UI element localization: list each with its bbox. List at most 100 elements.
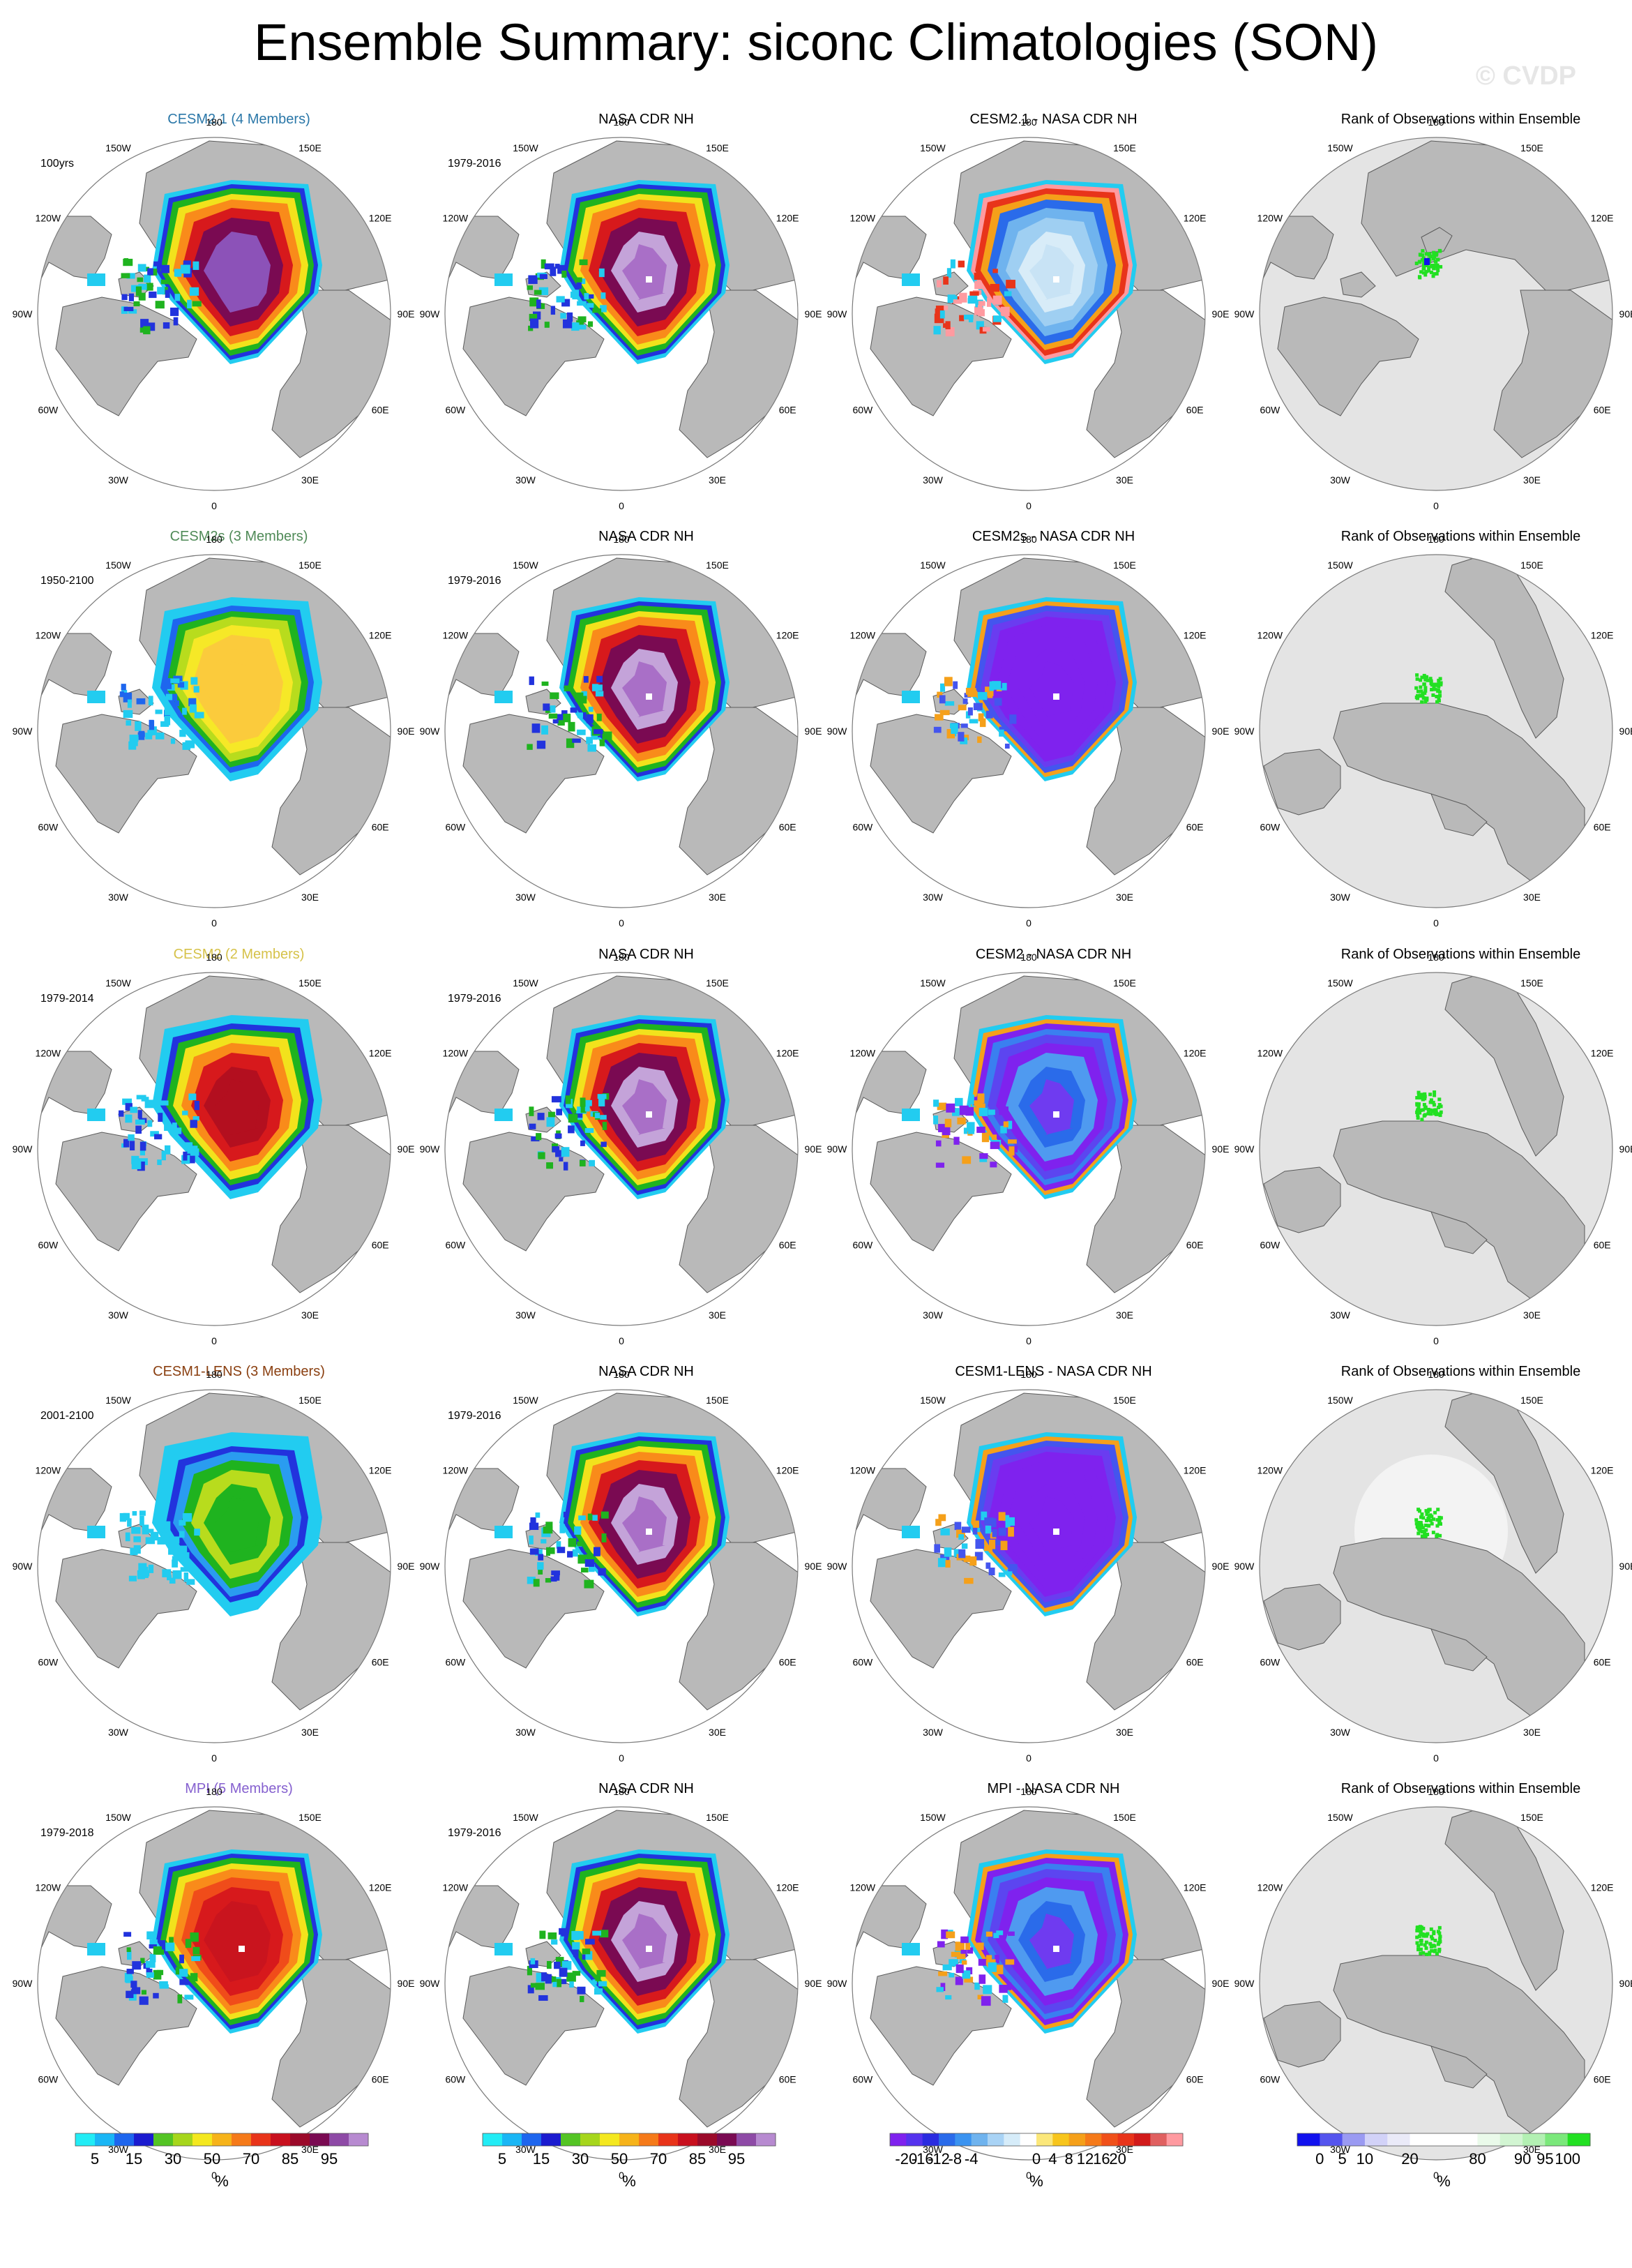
landmass [1430, 1628, 1488, 1672]
ice-cell [946, 1103, 955, 1113]
ice-cell [974, 1982, 980, 1990]
ice-cell [150, 1531, 159, 1541]
sea-ice-field [87, 180, 322, 364]
ice-cell [559, 1928, 568, 1935]
rank-cell [1419, 689, 1423, 693]
ice-cell [187, 299, 192, 309]
longitude-label: 0 [1026, 917, 1032, 929]
pole-hole [1053, 1111, 1059, 1118]
rank-cell [1430, 1522, 1434, 1526]
longitude-label: 0 [1026, 500, 1032, 511]
ice-cell [126, 1976, 133, 1983]
longitude-label: 120E [369, 630, 392, 641]
colorbar-tick-label: 5 [498, 2150, 506, 2168]
rank-cell [1422, 1933, 1426, 1937]
ice-cell [145, 733, 153, 739]
ice-cell [146, 322, 156, 331]
rank-cell [1415, 1928, 1419, 1932]
colorbar-swatch [678, 2133, 698, 2146]
page-title: Ensemble Summary: siconc Climatologies (… [253, 13, 1379, 71]
ice-cell [940, 1983, 946, 1991]
rank-cell [1420, 1524, 1424, 1528]
rank-cell [1416, 1508, 1421, 1512]
ice-cell [942, 1127, 951, 1136]
ice-cell [169, 1577, 176, 1584]
ice-cell [536, 1972, 545, 1983]
longitude-label: 90W [420, 1978, 441, 1989]
longitude-label: 150E [1520, 142, 1543, 153]
rank-cell [1434, 683, 1438, 687]
rank-cell [1414, 1522, 1419, 1526]
ice-cell [527, 285, 533, 290]
panel-title: CESM1-LENS (3 Members) [153, 1364, 325, 1379]
longitude-label: 30E [1523, 2144, 1541, 2155]
rank-cell [1423, 686, 1428, 690]
ice-cell [121, 684, 126, 691]
ice-cell [123, 1139, 130, 1148]
longitude-label: 90E [1619, 726, 1632, 737]
ice-cell [146, 1969, 153, 1975]
longitude-label: 120W [850, 1882, 876, 1893]
rank-cell [1431, 1109, 1435, 1113]
ice-cell [560, 313, 566, 319]
rank-cell [1424, 269, 1428, 273]
landmass [1086, 707, 1205, 876]
ice-cell [192, 1116, 199, 1121]
ice-cell [545, 1578, 552, 1583]
ice-cell [598, 1098, 605, 1106]
rank-cell [1436, 1508, 1440, 1512]
ice-cell [944, 701, 955, 706]
longitude-label: 0 [619, 2170, 624, 2181]
ice-cell [160, 1100, 169, 1106]
rank-cell [1421, 1516, 1426, 1520]
colorbar-swatch [114, 2133, 135, 2146]
longitude-label: 60E [779, 1657, 796, 1668]
rank-cell [1422, 675, 1426, 679]
rank-cell [1422, 1102, 1426, 1106]
colorbar-tick-label: 70 [650, 2150, 667, 2168]
colorbar-swatch [890, 2133, 907, 2146]
polar-map: 180 150E 120E 90E 60E 30E 0 30W 60W 90W 120W 150W [1234, 534, 1632, 929]
ice-cell [144, 1529, 154, 1533]
ice-cell [992, 1529, 997, 1538]
ice-cell [567, 1551, 573, 1558]
ice-cell [951, 295, 958, 300]
landmass [1444, 972, 1564, 1157]
map-boundary [37, 554, 391, 908]
landmass [1263, 2001, 1341, 2068]
rank-cell [1415, 1935, 1419, 1939]
ice-cell [600, 292, 606, 299]
map-panel-obs: NASA CDR NH 1979-2016 180 150E 120E 90E 60E 30E… [420, 529, 850, 947]
ice-cell [159, 1981, 168, 1986]
longitude-label: 30W [108, 892, 129, 903]
ice-cell [568, 721, 575, 732]
ice-cell [165, 290, 170, 298]
ice-cell [989, 681, 995, 691]
ice-cell [536, 1133, 542, 1141]
colorbar-swatch [1101, 2133, 1119, 2146]
colorbar-swatch [922, 2133, 939, 2146]
ice-cell [938, 1124, 946, 1132]
ice-cell [976, 321, 984, 330]
panel-title: NASA CDR NH [598, 1364, 694, 1379]
ice-cell [563, 714, 571, 723]
colorbar-swatch [1085, 2133, 1102, 2146]
ice-cell [578, 1515, 586, 1521]
ice-cell [1008, 1146, 1015, 1156]
ice-cell [964, 1976, 974, 1983]
ice-cell [937, 280, 942, 287]
ice-cell [943, 323, 948, 328]
longitude-label: 30E [709, 892, 726, 903]
rank-cell [1423, 689, 1428, 693]
map-boundary [852, 972, 1206, 1326]
ice-cell [139, 1996, 149, 2005]
ice-cell [568, 1538, 577, 1547]
longitude-label: 90E [1212, 726, 1230, 737]
map-boundary [37, 137, 391, 491]
rank-cell [1425, 1519, 1429, 1523]
sea-ice-field [87, 1432, 322, 1616]
ice-cell [594, 1547, 600, 1556]
ice-cell [128, 1134, 135, 1141]
pole-hole [646, 693, 652, 700]
